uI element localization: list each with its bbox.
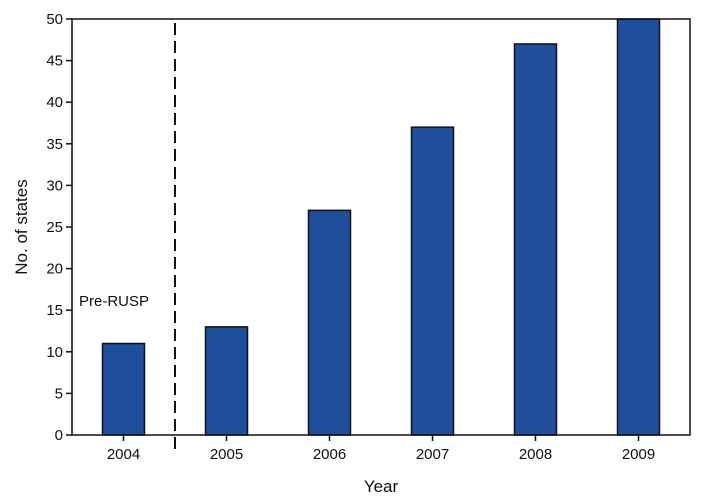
y-axis-ticks: 0 5 10 15 20 25 30 35 40 45 50 [46,11,72,444]
pre-rusp-annotation: Pre-RUSP [79,293,149,310]
bars [101,18,661,436]
y-tick-label: 25 [46,219,63,236]
y-tick-label: 45 [46,53,63,70]
x-tick-label: 2007 [416,446,449,463]
y-tick-label: 10 [46,344,63,361]
x-axis-title: Year [364,477,399,496]
y-tick-label: 40 [46,94,63,111]
bar-2007 [410,126,455,436]
bar-2005 [204,326,249,436]
y-axis-title: No. of states [12,179,31,274]
bar-2009 [616,18,661,436]
x-tick-label: 2005 [210,446,243,463]
x-tick-label: 2008 [519,446,552,463]
y-tick-label: 50 [46,11,63,28]
bar-2008 [513,43,558,436]
x-tick-label: 2004 [107,446,140,463]
y-tick-label: 30 [46,177,63,194]
y-tick-label: 20 [46,261,63,278]
x-tick-label: 2009 [622,446,655,463]
bar-2006 [307,209,352,436]
x-axis-ticks: 2004 2005 2006 2007 2008 2009 [107,435,655,463]
x-tick-label: 2006 [313,446,346,463]
y-tick-label: 0 [55,427,63,444]
y-tick-label: 35 [46,136,63,153]
y-tick-label: 5 [55,385,63,402]
plot-frame [71,18,691,436]
bar-2004 [101,342,146,436]
y-tick-label: 15 [46,302,63,319]
